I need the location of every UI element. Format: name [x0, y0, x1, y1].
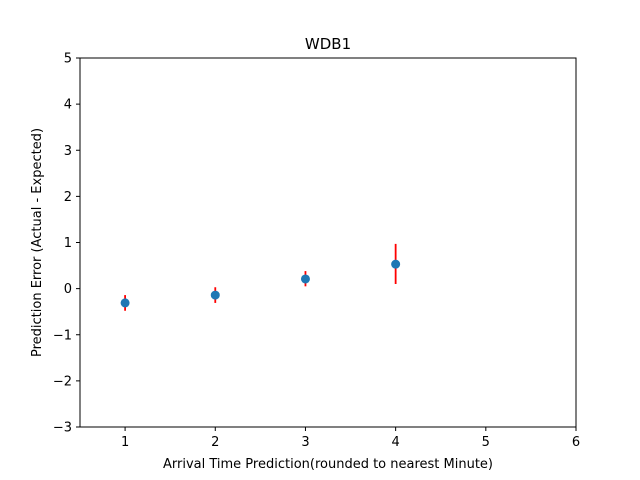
y-tick-label: −2 — [53, 374, 72, 389]
plot-frame — [79, 57, 577, 428]
x-tick-label: 4 — [391, 435, 399, 450]
data-point — [300, 274, 310, 284]
x-tick-label: 2 — [211, 435, 219, 450]
axis-ticks: 1 2 3 4 5 6 −3 −2 −1 0 1 2 3 4 5 — [53, 52, 580, 451]
data-point — [391, 259, 401, 269]
x-tick-label: 3 — [301, 435, 309, 450]
y-axis-label: Prediction Error (Actual - Expected) — [30, 128, 45, 357]
x-tick-label: 6 — [572, 435, 580, 450]
data-points — [120, 259, 401, 308]
y-tick-label: 1 — [64, 236, 72, 251]
y-tick-label: 4 — [64, 98, 72, 113]
y-tick-label: −3 — [53, 421, 72, 436]
x-axis-label: Arrival Time Prediction(rounded to neare… — [163, 457, 493, 472]
data-point — [210, 290, 220, 300]
y-tick-label: 0 — [64, 282, 72, 297]
y-tick-label: 5 — [64, 52, 72, 67]
y-tick-label: 2 — [64, 190, 72, 205]
y-tick-label: −1 — [53, 328, 72, 343]
x-tick-label: 1 — [121, 435, 129, 450]
y-tick-label: 3 — [64, 144, 72, 159]
x-tick-label: 5 — [482, 435, 490, 450]
data-point — [120, 298, 130, 308]
chart-title: WDB1 — [305, 35, 351, 53]
